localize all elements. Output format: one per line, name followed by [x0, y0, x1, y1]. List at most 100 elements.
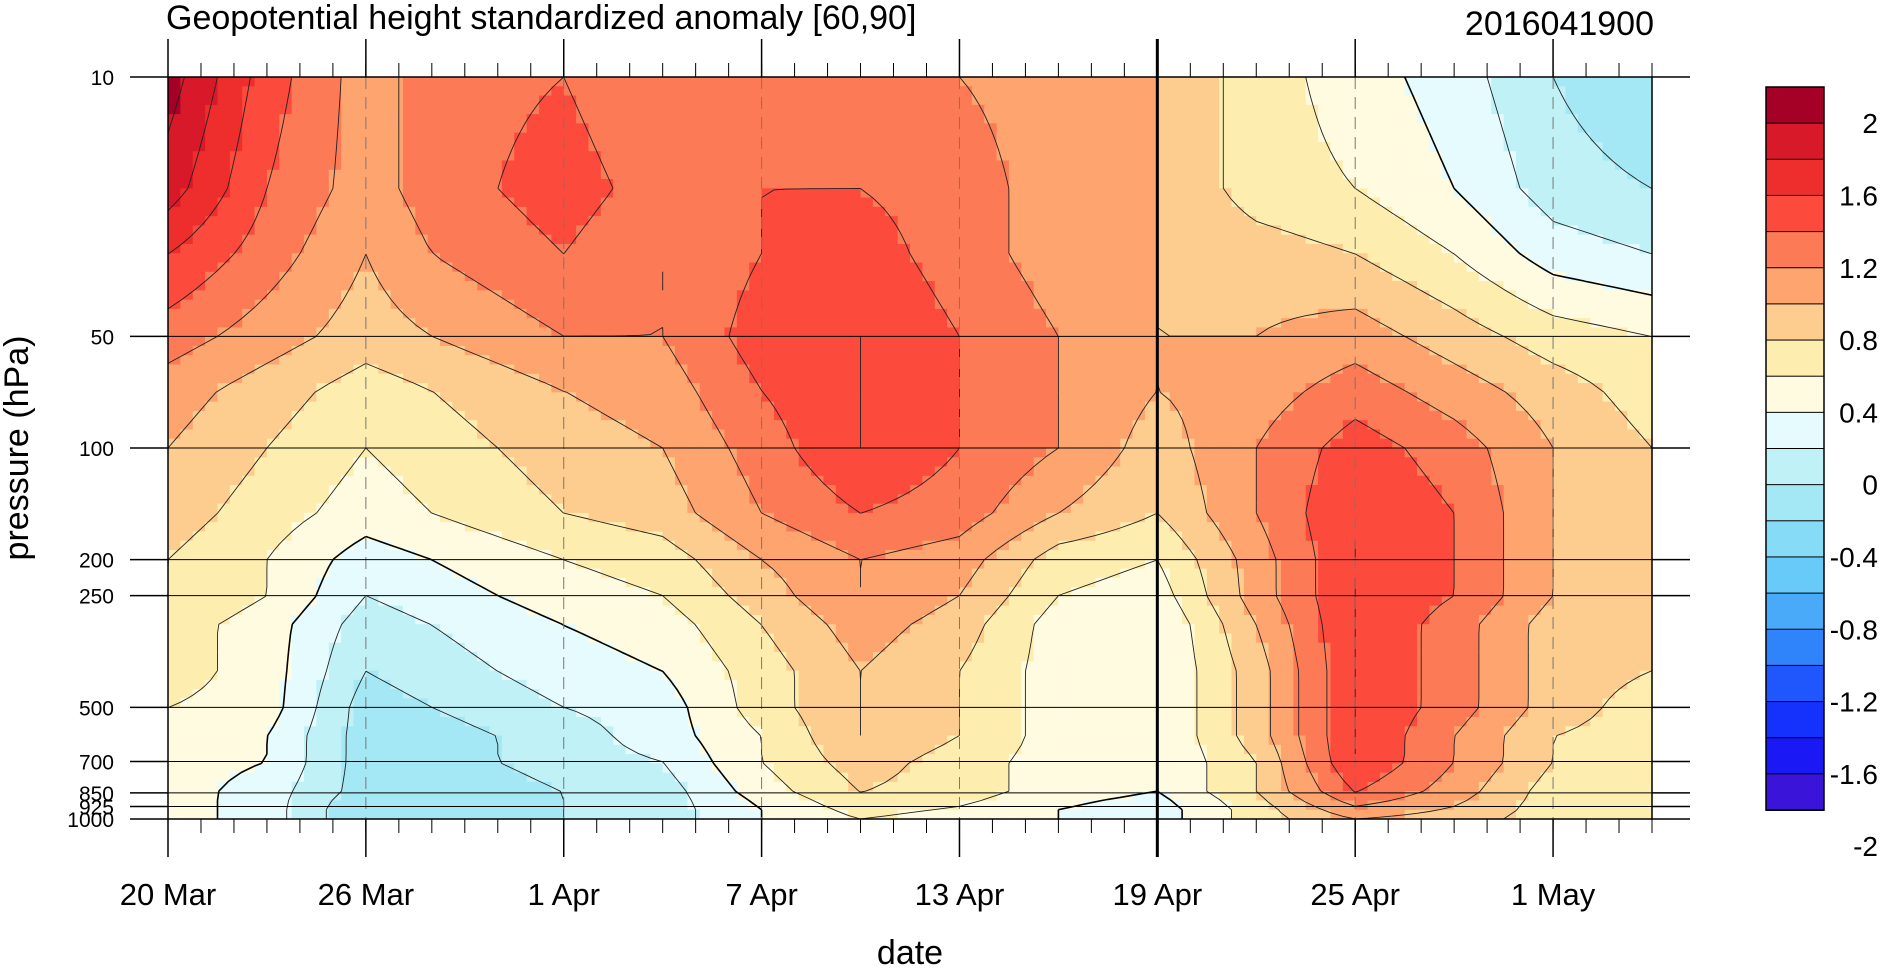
contour-cell — [1169, 355, 1183, 366]
contour-cell — [1021, 234, 1035, 245]
contour-cell — [291, 401, 305, 412]
contour-cell — [1379, 318, 1393, 329]
contour-cell — [489, 308, 503, 319]
contour-cell — [1070, 206, 1084, 217]
contour-cell — [304, 104, 317, 115]
contour-cell — [316, 95, 330, 106]
contour-cell — [1083, 253, 1097, 264]
contour-cell — [1602, 77, 1616, 87]
contour-cell — [1342, 104, 1356, 115]
contour-cell — [1590, 327, 1604, 338]
contour-cell — [1417, 141, 1430, 152]
contour-cell — [1639, 104, 1653, 115]
contour-cell — [1627, 364, 1641, 375]
contour-cell — [551, 216, 565, 227]
contour-cell — [1305, 225, 1319, 236]
contour-cell — [501, 77, 515, 87]
contour-cell — [402, 327, 416, 338]
contour-cell — [1540, 197, 1554, 208]
contour-cell — [959, 151, 973, 162]
contour-cell — [1367, 86, 1381, 97]
contour-cell — [1602, 225, 1616, 236]
contour-cell — [1515, 253, 1529, 264]
contour-cell — [576, 429, 590, 440]
contour-cell — [761, 448, 775, 458]
contour-cell — [1614, 95, 1628, 106]
contour-cell — [1219, 104, 1233, 115]
contour-cell — [1033, 95, 1047, 106]
contour-cell — [835, 299, 849, 310]
contour-cell — [1120, 169, 1134, 180]
contour-cell — [1590, 114, 1604, 124]
contour-cell — [1021, 77, 1035, 87]
contour-cell — [1144, 86, 1158, 97]
contour-cell — [452, 364, 466, 375]
contour-cell — [1639, 308, 1653, 319]
contour-cell — [168, 290, 181, 301]
contour-cell — [1058, 206, 1072, 217]
contour-cell — [724, 281, 738, 291]
contour-cell — [1330, 234, 1344, 245]
contour-cell — [1330, 77, 1344, 87]
contour-cell — [1107, 392, 1121, 403]
contour-cell — [1429, 243, 1443, 254]
contour-cell — [675, 262, 688, 273]
contour-cell — [1008, 457, 1022, 468]
contour-cell — [1639, 355, 1653, 366]
contour-cell — [1639, 383, 1653, 393]
contour-cell — [427, 132, 441, 143]
contour-cell — [872, 290, 886, 301]
contour-cell — [910, 262, 923, 273]
contour-cell — [1206, 188, 1220, 199]
contour-cell — [637, 95, 651, 106]
contour-cell — [1627, 262, 1641, 273]
contour-cell — [724, 327, 738, 338]
contour-cell — [1404, 141, 1418, 152]
contour-cell — [1330, 373, 1344, 384]
contour-cell — [1070, 262, 1084, 273]
contour-cell — [563, 438, 577, 449]
contour-cell — [279, 308, 293, 319]
contour-cell — [823, 151, 837, 162]
contour-cell — [699, 383, 713, 393]
contour-cell — [1305, 271, 1319, 282]
contour-cell — [1577, 345, 1591, 356]
contour-cell — [885, 77, 899, 87]
contour-cell — [1540, 290, 1554, 301]
contour-cell — [996, 373, 1010, 384]
contour-cell — [1318, 188, 1332, 199]
contour-cell — [1565, 383, 1579, 393]
contour-cell — [1256, 401, 1270, 412]
contour-cell — [959, 271, 973, 282]
contour-cell — [885, 299, 899, 310]
contour-cell — [1070, 197, 1084, 208]
contour-cell — [1367, 336, 1381, 347]
contour-cell — [1008, 364, 1022, 375]
contour-cell — [217, 169, 231, 180]
contour-cell — [1033, 169, 1047, 180]
contour-cell — [217, 188, 231, 199]
contour-cell — [637, 225, 651, 236]
contour-cell — [254, 225, 268, 236]
contour-cell — [811, 290, 825, 301]
contour-cell — [168, 308, 181, 319]
contour-cell — [1392, 429, 1406, 440]
contour-cell — [316, 318, 330, 329]
contour-cell — [1021, 169, 1035, 180]
contour-cell — [835, 327, 849, 338]
contour-cell — [415, 364, 429, 375]
contour-cell — [959, 206, 973, 217]
contour-cell — [576, 216, 590, 227]
contour-cell — [786, 457, 800, 468]
contour-cell — [1478, 410, 1492, 421]
contour-cell — [687, 216, 701, 227]
contour-cell — [959, 364, 973, 375]
contour-cell — [1627, 123, 1641, 134]
contour-cell — [1243, 336, 1257, 347]
contour-cell — [1070, 141, 1084, 152]
contour-cell — [1614, 216, 1628, 227]
contour-cell — [205, 86, 219, 97]
contour-cell — [885, 336, 899, 347]
contour-cell — [650, 141, 664, 152]
contour-cell — [266, 281, 280, 291]
